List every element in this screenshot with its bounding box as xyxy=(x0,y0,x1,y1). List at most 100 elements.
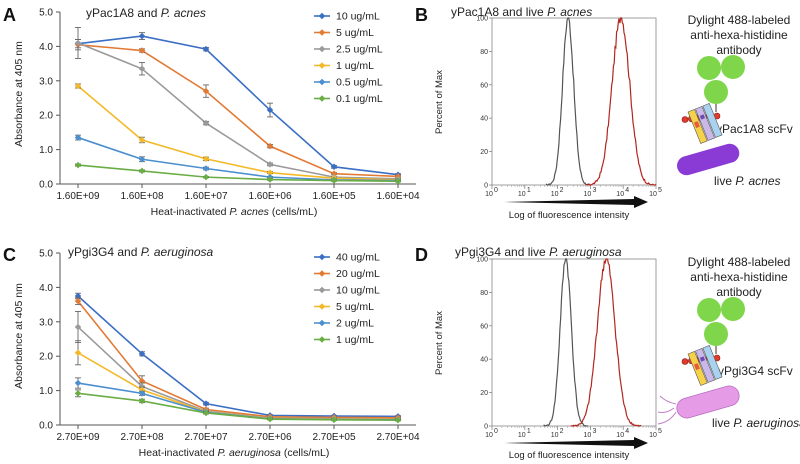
data-point xyxy=(202,45,210,53)
y-axis-label: Absorbance at 405 nm xyxy=(13,41,25,147)
x-tick-label: 10 xyxy=(551,432,559,439)
legend-marker xyxy=(318,336,326,343)
legend-marker xyxy=(318,95,326,102)
data-point xyxy=(330,177,338,184)
control-histogram xyxy=(543,258,588,427)
x-tick-label: 10 xyxy=(649,191,657,198)
x-tick-exponent: 4 xyxy=(625,428,629,435)
cell-label: live P. acnes xyxy=(714,174,781,188)
scfv-label: yPac1A8 scFv xyxy=(716,122,793,136)
x-tick-label: 1.60E+09 xyxy=(56,191,100,202)
x-tick-exponent: 5 xyxy=(658,428,662,435)
x-tick-label: 10 xyxy=(584,191,592,198)
data-point xyxy=(74,379,82,387)
y-tick-label: 60 xyxy=(480,82,488,89)
x-tick-exponent: 2 xyxy=(560,428,564,435)
antibody-fab-circle xyxy=(697,56,721,80)
flow-title: yPac1A8 and live P. acnes xyxy=(451,5,592,19)
scfv-domain-marker xyxy=(693,121,700,129)
panel-letter-d: D xyxy=(415,245,428,265)
y-tick-label: 3.0 xyxy=(39,76,53,87)
y-axis-label: Absorbance at 405 nm xyxy=(13,283,25,389)
y-tick-label: 40 xyxy=(480,116,488,123)
series-line xyxy=(77,392,399,421)
series-line xyxy=(77,43,399,178)
legend-entry: 40 ug/mL xyxy=(336,252,380,264)
x-tick-label: 10 xyxy=(616,191,624,198)
legend-marker xyxy=(318,62,326,69)
panel-letter-b: B xyxy=(415,5,428,25)
data-point xyxy=(202,155,210,163)
chart-c: yPgi3G4 and P. aeruginosa Absorbance at … xyxy=(13,245,420,459)
legend-entry: 5 ug/mL xyxy=(336,301,374,313)
x-tick-exponent: 0 xyxy=(494,428,498,435)
data-point xyxy=(138,350,146,358)
antibody-fab-circle xyxy=(721,297,745,321)
y-tick-label: 80 xyxy=(480,49,488,56)
data-point xyxy=(74,323,82,331)
legend-entry: 1 ug/mL xyxy=(336,334,374,346)
legend-entry: 5 ug/mL xyxy=(336,27,374,39)
x-tick-exponent: 2 xyxy=(560,187,564,194)
data-point xyxy=(202,400,210,407)
data-point xyxy=(74,134,82,141)
panel-letter-c: C xyxy=(3,245,16,265)
x-tick-label: 10 xyxy=(649,432,657,439)
flow-histogram-b: yPac1A8 and live P. acnes Percent of Max… xyxy=(434,5,662,221)
antibody-diagram-b: Dylight 488-labeled anti-hexa-histidine … xyxy=(677,13,793,188)
x-tick-label: 10 xyxy=(551,191,559,198)
y-tick-label: 1.0 xyxy=(39,145,53,156)
legend-entry: 20 ug/mL xyxy=(336,268,380,280)
chart-title: yPgi3G4 and P. aeruginosa xyxy=(68,245,214,259)
antibody-label-line-2: anti-hexa-histidine xyxy=(690,270,788,284)
data-point xyxy=(74,82,82,90)
flow-y-axis-label: Percent of Max xyxy=(434,311,445,375)
series-line xyxy=(77,295,399,418)
bacterium-cell xyxy=(676,385,740,419)
series-line xyxy=(77,85,399,181)
legend-marker xyxy=(318,286,326,294)
x-tick-label: 2.70E+05 xyxy=(312,432,356,443)
y-tick-label: 4.0 xyxy=(39,283,53,294)
data-point xyxy=(330,416,338,424)
legend-marker xyxy=(318,78,326,86)
data-point xyxy=(266,415,274,423)
scfv-domain-tag xyxy=(702,102,723,138)
flow-title: yPgi3G4 and live P. aeruginosa xyxy=(455,245,622,259)
legend-marker xyxy=(318,319,326,327)
antibody-fc-circle xyxy=(704,322,728,346)
cell-label: live P. aeruginosa xyxy=(712,416,800,430)
antibody-fc-circle xyxy=(704,80,728,104)
arrow-shape xyxy=(504,196,648,208)
series-line xyxy=(77,42,399,180)
sample-histogram xyxy=(570,258,642,427)
scfv-domains xyxy=(687,102,723,144)
data-point xyxy=(330,163,338,171)
scfv-domain-marker xyxy=(699,114,706,120)
data-point xyxy=(266,142,274,150)
y-tick-label: 0.0 xyxy=(39,421,53,432)
panel-letter-a: A xyxy=(3,5,16,25)
y-tick-label: 2.0 xyxy=(39,111,53,122)
his-tag-bead xyxy=(681,116,689,123)
y-tick-label: 0.0 xyxy=(39,180,53,191)
legend-entry: 10 ug/mL xyxy=(336,11,380,23)
scfv-domain-vl xyxy=(695,347,716,383)
antibody-label-line-2: anti-hexa-histidine xyxy=(690,28,788,42)
y-tick-label: 100 xyxy=(476,257,488,264)
scfv-label: yPgi3G4 scFv xyxy=(718,364,793,378)
x-axis-label: Heat-inactivated P. aeruginosa (cells/mL… xyxy=(139,447,330,459)
y-tick-label: 20 xyxy=(480,390,488,397)
legend-marker xyxy=(318,45,326,53)
x-tick-label: 10 xyxy=(518,432,526,439)
y-tick-label: 80 xyxy=(480,290,488,297)
x-tick-label: 1.60E+05 xyxy=(312,191,356,202)
y-tick-label: 20 xyxy=(480,149,488,156)
data-point xyxy=(74,390,82,397)
y-tick-label: 4.0 xyxy=(39,42,53,53)
bacterium-flagella xyxy=(657,395,677,425)
series-line xyxy=(77,35,399,176)
data-point xyxy=(138,136,146,144)
y-tick-label: 40 xyxy=(480,357,488,364)
